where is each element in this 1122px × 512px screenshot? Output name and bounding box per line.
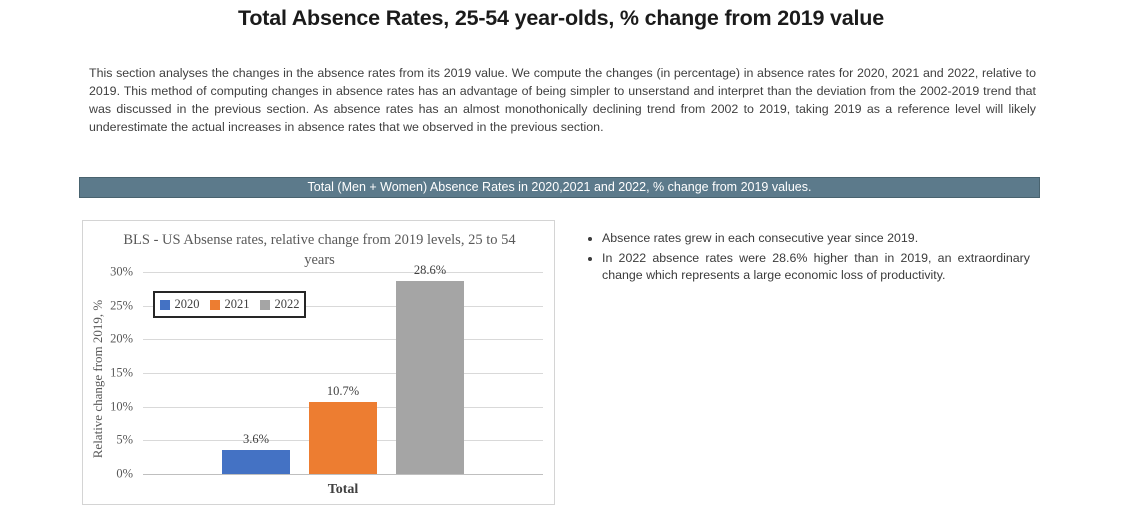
gridline bbox=[143, 305, 543, 307]
y-tick-label: 15% bbox=[110, 365, 133, 380]
section-banner: Total (Men + Women) Absence Rates in 202… bbox=[79, 177, 1040, 198]
gridline bbox=[143, 339, 543, 341]
legend-label: 2020 bbox=[174, 297, 200, 311]
gridline bbox=[143, 373, 543, 374]
insight-bullet: In 2022 absence rates were 28.6% higher … bbox=[602, 250, 1030, 285]
bar-column-2020: 3.6% bbox=[222, 272, 290, 474]
x-category-label: Total bbox=[327, 482, 359, 497]
insights-list: Absence rates grew in each consecutive y… bbox=[586, 230, 1030, 285]
y-tick-label: 25% bbox=[110, 298, 133, 313]
insights-panel: Absence rates grew in each consecutive y… bbox=[586, 230, 1030, 287]
bar-value-label: 10.7% bbox=[326, 383, 360, 398]
bar-column-2022: 28.6% bbox=[396, 263, 464, 474]
legend-item-2021: 2021 bbox=[209, 297, 250, 312]
bar-value-label: 3.6% bbox=[242, 431, 270, 446]
y-tick-label: 20% bbox=[110, 331, 133, 346]
chart-title: BLS - US Absense rates, relative change … bbox=[123, 232, 516, 268]
bar-2020 bbox=[222, 449, 290, 474]
legend-item-2022: 2022 bbox=[259, 297, 300, 312]
y-tick-label: 30% bbox=[110, 264, 133, 279]
bar-2022 bbox=[396, 281, 464, 474]
bar-2021 bbox=[309, 401, 377, 474]
bar-column-2021: 10.7% bbox=[309, 272, 377, 474]
page-title: Total Absence Rates, 25-54 year-olds, % … bbox=[237, 6, 884, 30]
legend-swatch bbox=[259, 299, 270, 310]
gridline bbox=[143, 474, 543, 475]
y-tick-label: 0% bbox=[116, 466, 133, 481]
bar-value-label: 28.6% bbox=[413, 263, 447, 278]
chart-legend: 2020 2021 2022 bbox=[153, 291, 306, 318]
y-axis-ticks: 30% 25% 20% 15% 10% 5% 0% bbox=[83, 265, 133, 481]
legend-item-2020: 2020 bbox=[159, 297, 200, 312]
plot-area: 3.6% 10.7% 28.6% bbox=[143, 263, 543, 475]
y-tick-label: 5% bbox=[116, 432, 133, 447]
legend-label: 2021 bbox=[224, 297, 250, 311]
intro-paragraph: This section analyses the changes in the… bbox=[89, 66, 1036, 134]
bar-chart: BLS - US Absense rates, relative change … bbox=[82, 220, 555, 505]
legend-swatch bbox=[209, 299, 220, 310]
y-tick-label: 10% bbox=[110, 399, 133, 414]
gridline bbox=[143, 272, 543, 273]
legend-label: 2022 bbox=[274, 297, 300, 311]
insight-bullet: Absence rates grew in each consecutive y… bbox=[602, 230, 1030, 248]
bars: 3.6% 10.7% 28.6% bbox=[143, 263, 543, 474]
legend-swatch bbox=[159, 299, 170, 310]
